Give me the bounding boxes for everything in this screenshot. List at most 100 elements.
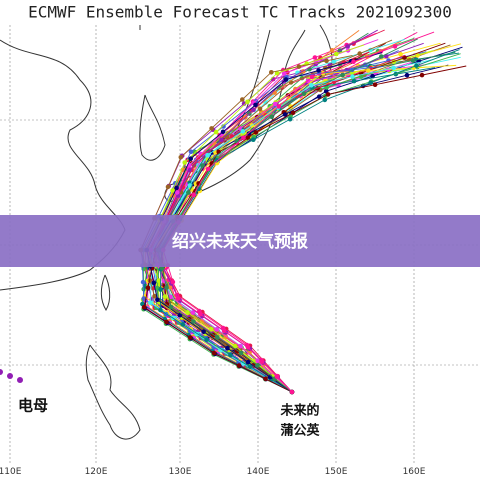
track-dot <box>156 278 162 284</box>
track-dot <box>174 190 180 195</box>
track-dot <box>350 74 355 79</box>
track-dot <box>204 337 209 343</box>
track-dot <box>391 65 397 71</box>
track-dot <box>211 350 217 356</box>
track-dot <box>170 188 175 193</box>
banner <box>0 215 480 267</box>
track-dot <box>177 313 183 318</box>
lon-label: 140E <box>247 467 270 477</box>
track-dot <box>309 83 314 88</box>
lon-label: 110E <box>0 467 22 477</box>
track-dot <box>351 78 357 84</box>
track-dot <box>329 48 335 53</box>
track-dot <box>331 59 337 64</box>
track-dot <box>17 377 23 383</box>
track-dot <box>190 310 196 315</box>
track-dot <box>272 90 277 95</box>
track-dot <box>164 285 169 290</box>
storm-label: 蒲公英 <box>280 423 320 439</box>
track-dot <box>404 72 410 78</box>
track-dot <box>145 285 151 291</box>
track-dot <box>372 82 378 87</box>
track-dot <box>324 58 329 64</box>
track-dot <box>419 72 425 78</box>
track-dot <box>358 74 364 79</box>
track-dot <box>263 376 268 382</box>
track-dot <box>334 51 339 57</box>
track-dot <box>245 359 251 365</box>
track-dot <box>253 130 259 135</box>
track-dot <box>241 101 247 106</box>
track-dot <box>245 135 251 141</box>
track-dot <box>287 116 293 122</box>
track-dot <box>240 129 246 134</box>
track-dot <box>295 93 300 98</box>
track-dot <box>289 389 295 395</box>
track-dot <box>269 114 274 119</box>
track-dot <box>316 68 321 73</box>
track-dot <box>245 345 251 350</box>
track-dot <box>208 326 214 332</box>
track-dot <box>174 185 179 191</box>
track-dot <box>151 280 157 286</box>
track-dot <box>205 152 210 158</box>
track-dot <box>141 304 147 310</box>
track-dot <box>198 311 203 317</box>
banner-text: 绍兴未来天气预报 <box>172 231 308 252</box>
track-dot <box>164 319 169 325</box>
track-dot <box>322 97 328 103</box>
track-dot <box>402 55 407 60</box>
track-dot <box>283 77 289 82</box>
track-dot <box>241 135 246 140</box>
track-dot <box>245 99 250 105</box>
track-dot <box>220 129 226 135</box>
track-dot <box>251 107 256 113</box>
track-dot <box>290 110 296 116</box>
track-dot <box>221 124 226 129</box>
lon-label: 120E <box>85 467 108 477</box>
track-dot <box>174 309 180 315</box>
track-dot <box>214 157 219 163</box>
track-dot <box>257 106 263 112</box>
track-dot <box>345 44 351 49</box>
track-dot <box>236 363 242 368</box>
track-dot <box>225 345 230 351</box>
track-dot <box>178 155 184 160</box>
track-dot <box>200 163 205 168</box>
track-dot <box>201 329 206 335</box>
philippines <box>85 344 141 440</box>
track-dot <box>410 58 416 63</box>
track-dot <box>165 184 171 190</box>
track-dot <box>180 322 186 327</box>
lon-label: 130E <box>169 467 192 477</box>
title-bg <box>0 0 480 24</box>
title: ECMWF Ensemble Forecast TC Tracks 202109… <box>28 3 452 22</box>
track-dot <box>240 97 245 102</box>
track-dot <box>215 335 220 340</box>
track-dot <box>251 137 256 142</box>
track-dot <box>209 126 214 131</box>
track-dot <box>296 64 302 69</box>
track-dot <box>274 70 280 76</box>
track-dot <box>274 374 280 380</box>
track-dot <box>191 319 196 324</box>
track-dot <box>384 54 389 59</box>
track-dot <box>141 296 146 301</box>
track-dot <box>221 328 227 334</box>
track-dot <box>234 348 240 354</box>
track-dot <box>228 352 233 358</box>
track-dot <box>276 104 282 109</box>
lon-label: 150E <box>325 467 348 477</box>
korea <box>139 94 166 161</box>
track-dot <box>340 72 345 78</box>
track-dot <box>155 282 161 287</box>
track-dot <box>158 287 163 292</box>
track-dot <box>269 70 274 75</box>
track-dot <box>205 166 211 172</box>
track-dot <box>368 80 373 86</box>
track-dot <box>148 300 153 306</box>
track-dot <box>158 307 163 313</box>
track-dot <box>379 54 384 59</box>
track-dot <box>155 297 160 303</box>
track-dot <box>167 284 173 290</box>
